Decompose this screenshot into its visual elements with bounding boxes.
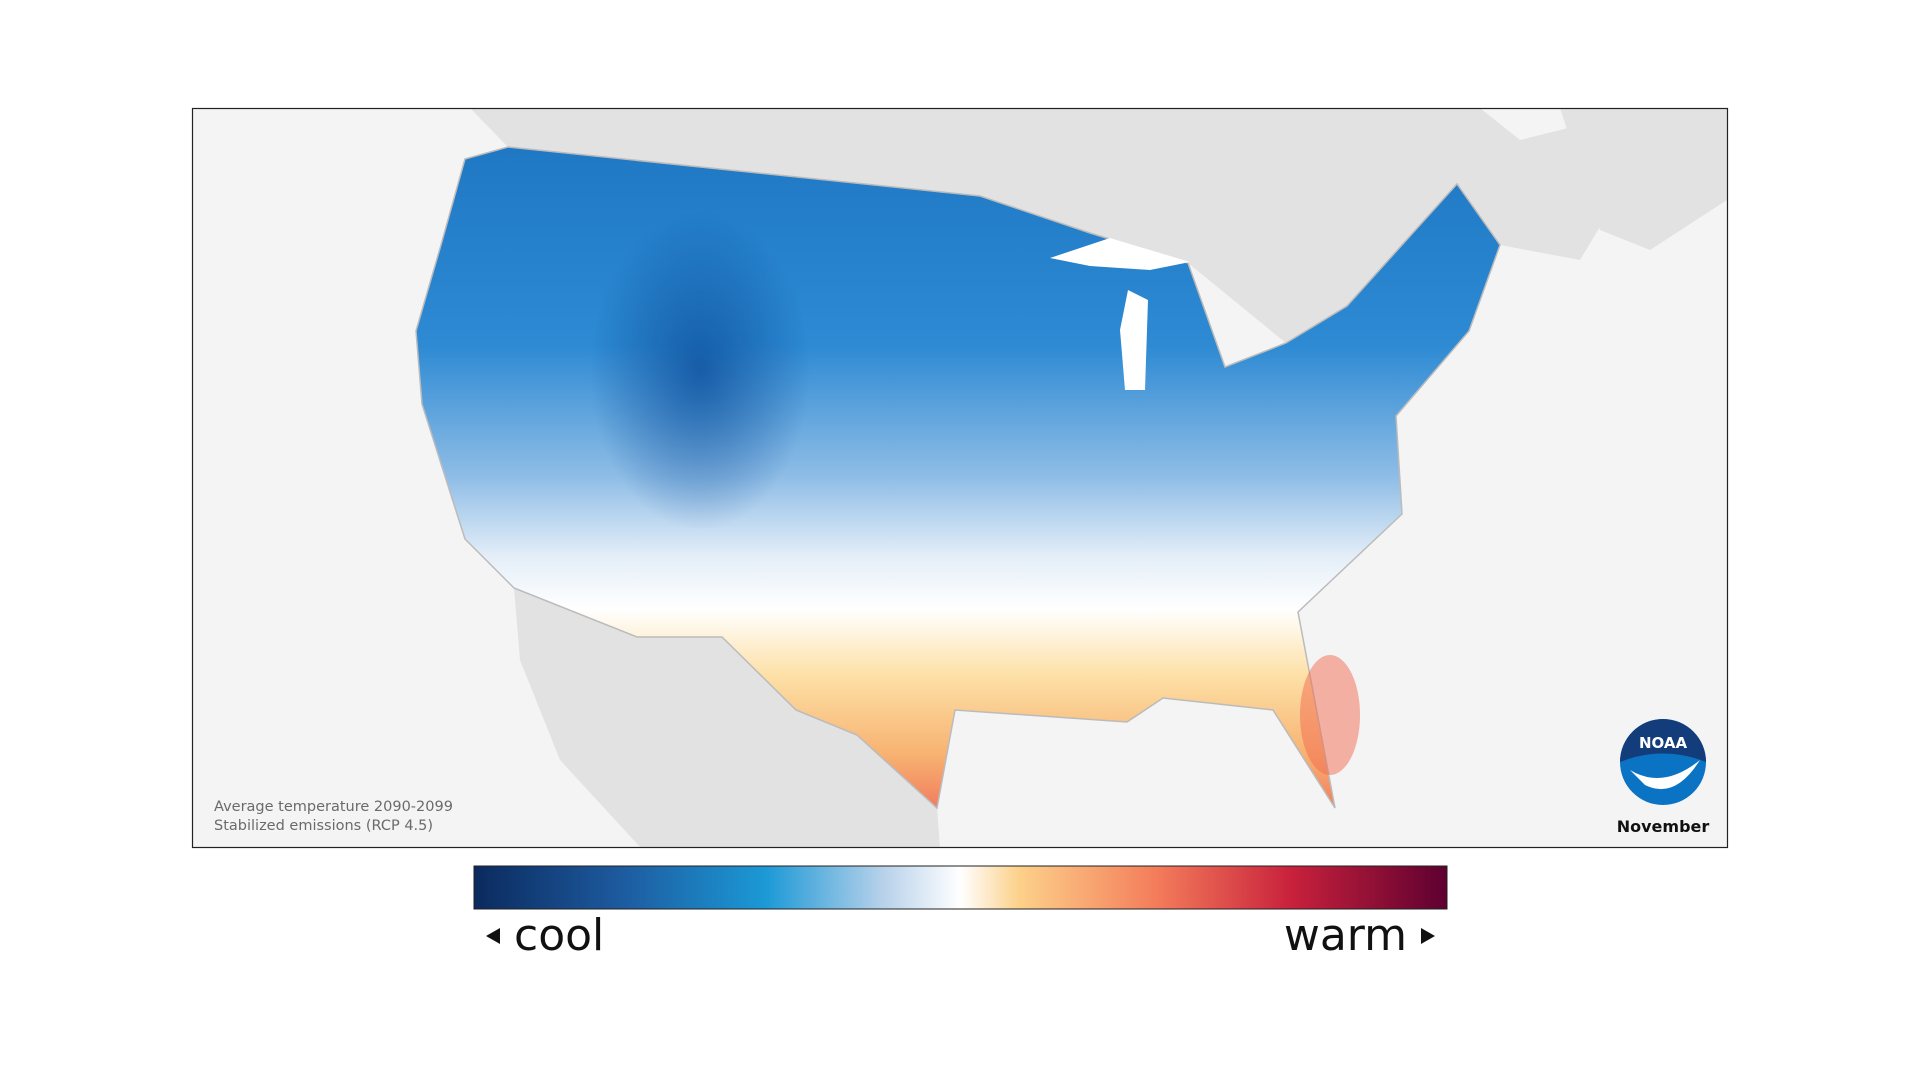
month-label: November [1617, 817, 1710, 836]
canada [440, 108, 1640, 343]
lake-michigan [1120, 290, 1148, 390]
right-arrow [1421, 928, 1435, 944]
lake-superior [1050, 238, 1190, 270]
legend-high: warm [1284, 910, 1407, 961]
legend-low: cool [514, 910, 604, 961]
left-arrow [486, 928, 500, 944]
mexico [514, 588, 940, 847]
caption-line: Stabilized emissions (RCP 4.5) [214, 818, 433, 834]
noaa-logo-gull [1630, 760, 1700, 790]
rockies-cool-zone [590, 210, 810, 530]
caption-line: Average temperature 2090-2099 [214, 799, 453, 815]
florida-warm-zone [1300, 655, 1360, 775]
logo-text: NOAA [1639, 734, 1688, 752]
canada-east [1560, 108, 1727, 250]
map-frame [191, 107, 1729, 849]
color-bar [473, 865, 1448, 910]
noaa-logo-top [1620, 719, 1706, 762]
map: NOAA November Average temperature 2090-2… [192, 108, 1727, 847]
